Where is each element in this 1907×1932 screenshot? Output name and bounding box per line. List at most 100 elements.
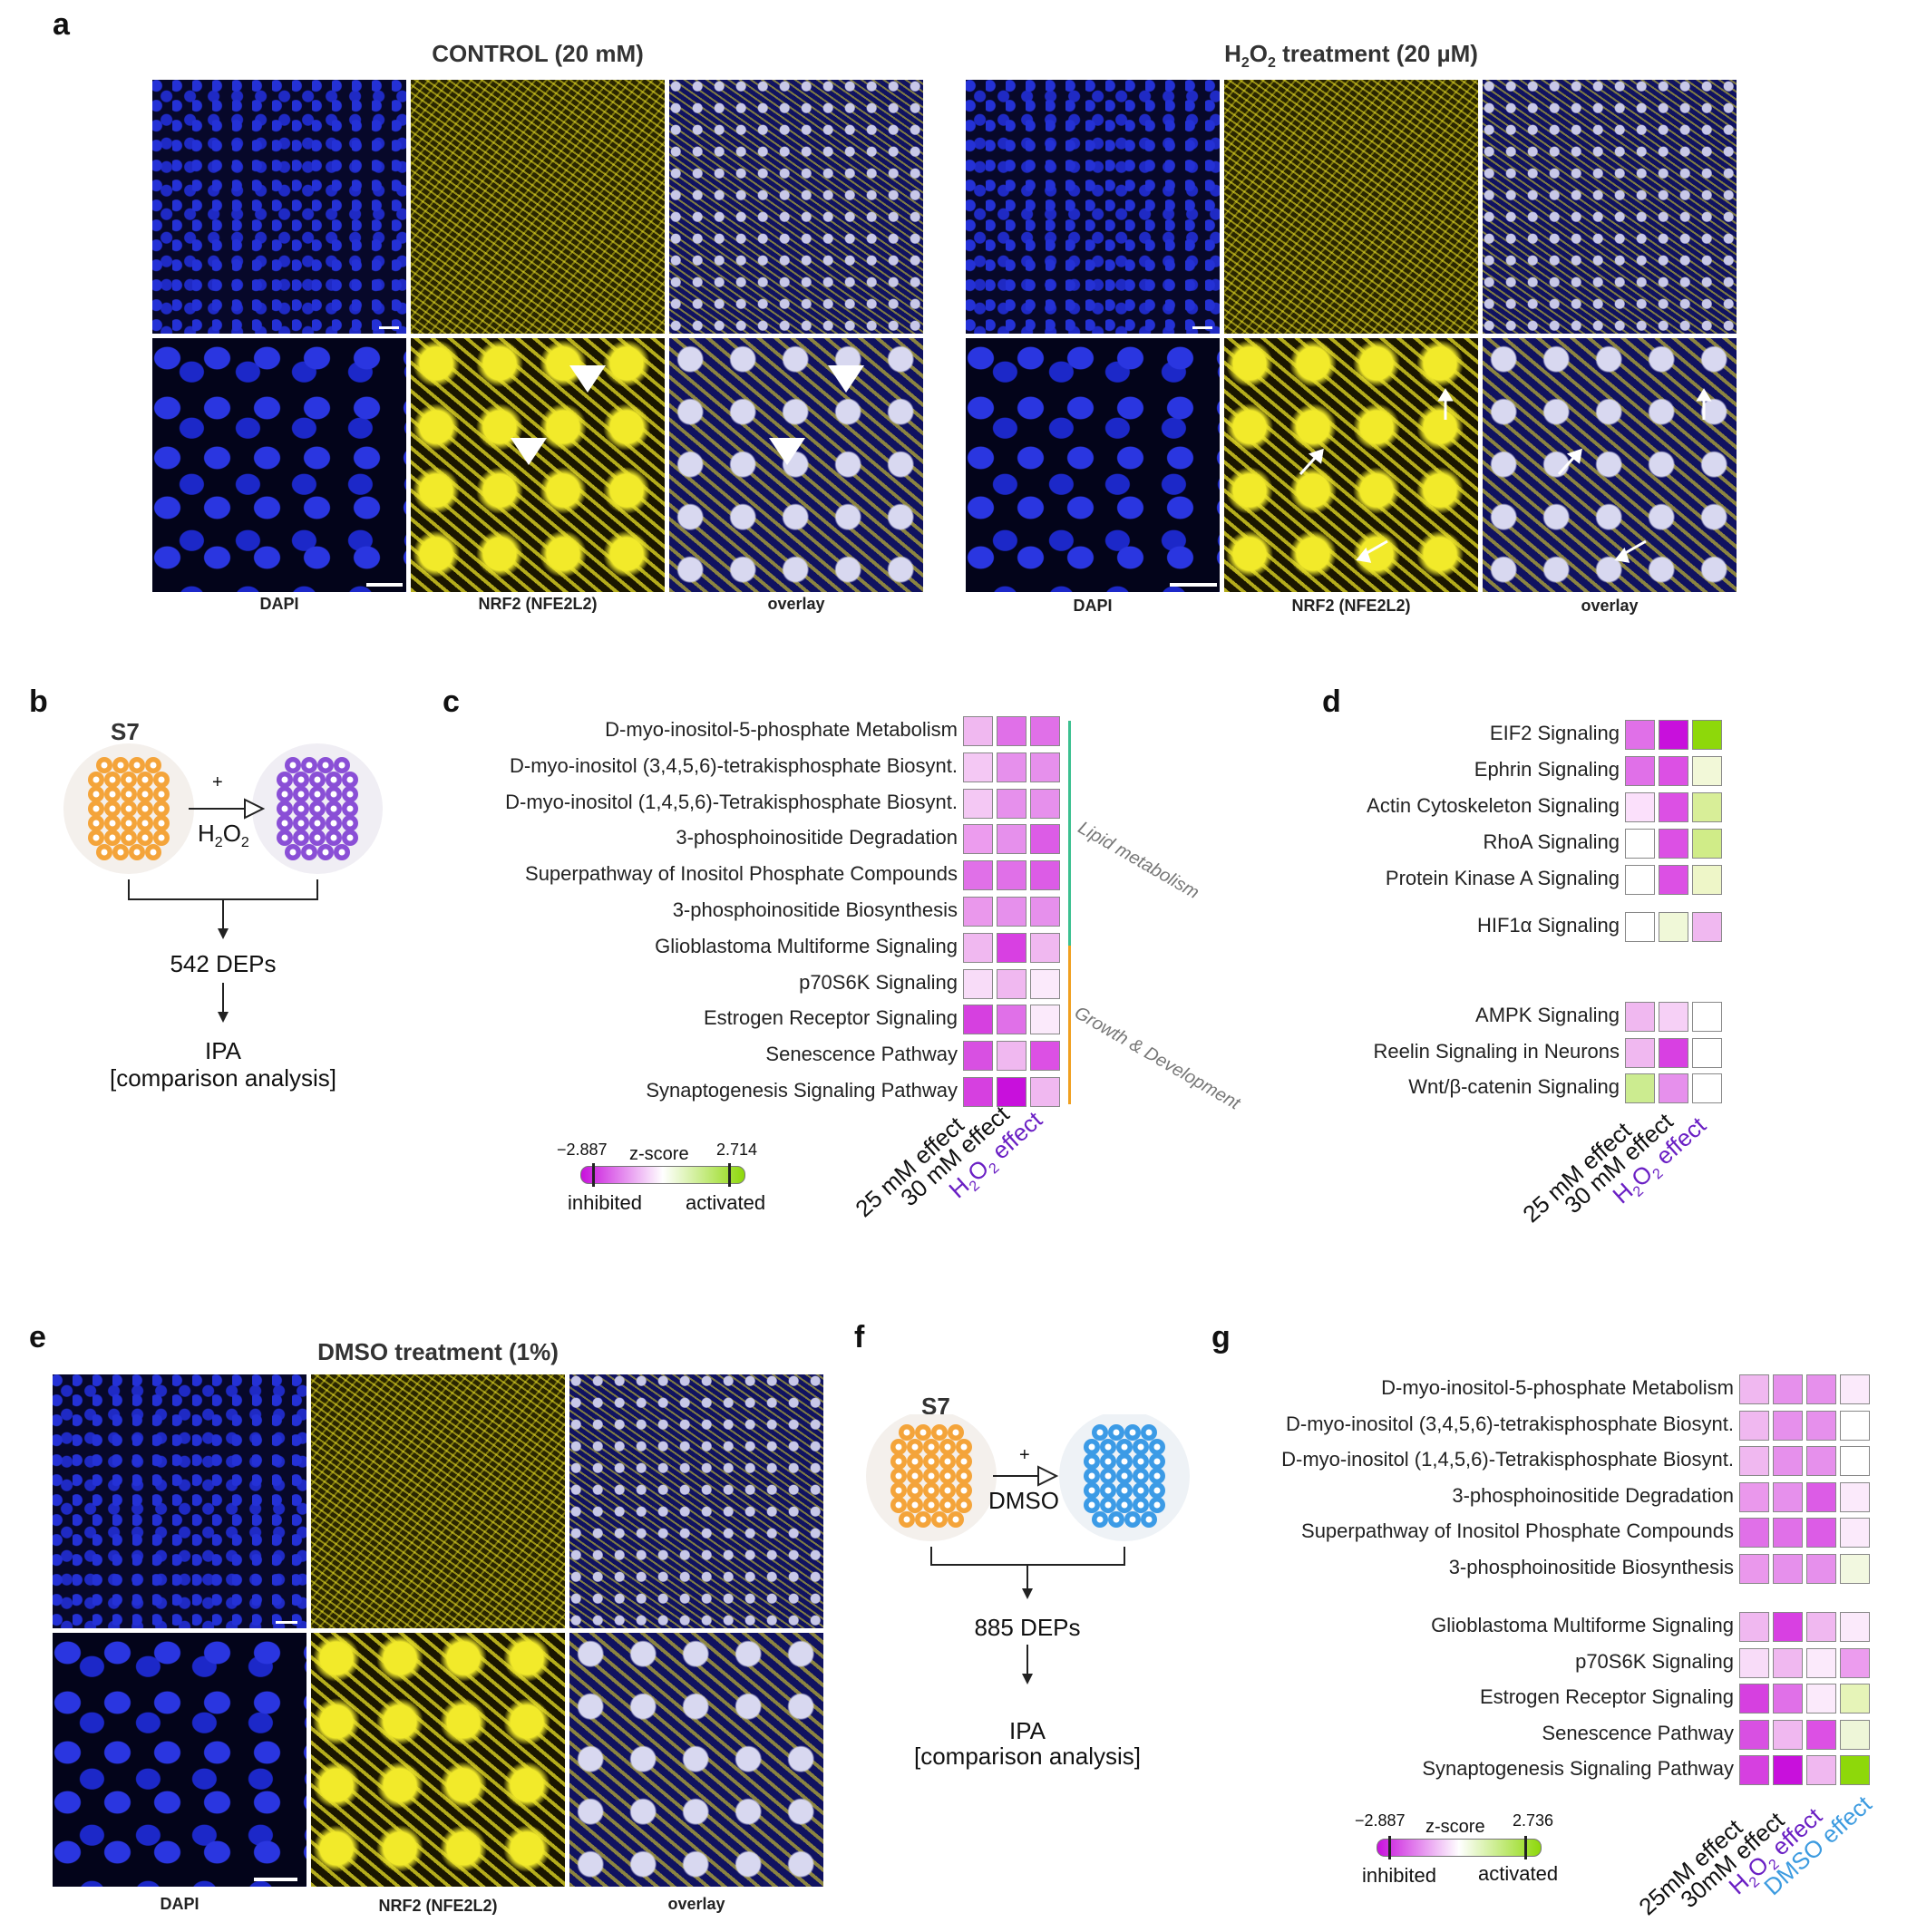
caption-nrf2: NRF2 (NFE2L2) [378, 1897, 498, 1915]
heatmap-cell [963, 897, 993, 927]
heatmap-cell [1625, 756, 1655, 786]
heatmap-cell [997, 824, 1026, 855]
control-nrf2-zoom-tile [411, 338, 665, 592]
h2o2-nrf2-zoom-tile [1224, 338, 1478, 592]
heatmap-cell [1840, 1481, 1870, 1512]
heatmap-cell [1840, 1719, 1870, 1750]
heatmap-cell [1692, 865, 1722, 895]
panel-label-f: f [854, 1320, 865, 1354]
heatmap-cell [1840, 1410, 1870, 1441]
row-label: 3-phosphoinositide Degradation [676, 826, 958, 849]
lipid-group-label: Lipid metabolism [1075, 818, 1202, 904]
arrowhead-markers [769, 365, 864, 465]
g-legend-inhibited: inhibited [1362, 1864, 1436, 1887]
deps-count: 885 DEPs [974, 1614, 1081, 1641]
heatmap-cell [1840, 1684, 1870, 1714]
heatmap-cell [1659, 720, 1688, 750]
row-label: Glioblastoma Multiforme Signaling [1431, 1614, 1734, 1636]
dmso-overlay-tile [569, 1374, 823, 1628]
heatmap-cell [1030, 932, 1060, 963]
heatmap-cell [1030, 1077, 1060, 1107]
heatmap-cell [1625, 1002, 1655, 1032]
heatmap-cell [1840, 1374, 1870, 1404]
heatmap-cell [997, 716, 1026, 746]
c-legend-min: −2.887 [557, 1141, 608, 1159]
heatmap-cell [1739, 1374, 1769, 1404]
heatmap-cell [1030, 968, 1060, 999]
row-label: Superpathway of Inositol Phosphate Compo… [525, 862, 958, 886]
c-legend-activated: activated [686, 1191, 766, 1214]
heatmap-cell [1692, 829, 1722, 859]
ipa-sub-label: [comparison analysis] [110, 1064, 336, 1092]
heatmap-cell [1692, 720, 1722, 750]
heatmap-cell [1806, 1684, 1836, 1714]
panel-label-c: c [443, 684, 460, 719]
heatmap-cell [963, 1077, 993, 1107]
row-label: D-myo-inositol (1,4,5,6)-Tetrakisphospha… [505, 790, 958, 813]
panel-label-a: a [53, 7, 70, 42]
heatmap-cell [1840, 1446, 1870, 1477]
heatmap-cell [997, 897, 1026, 927]
heatmap-cell [963, 1005, 993, 1035]
heatmap-cell [1806, 1410, 1836, 1441]
heatmap-cell [1659, 756, 1688, 786]
heatmap-cell [1659, 1038, 1688, 1068]
h2o2-treatment-label: H2O2 [198, 820, 249, 851]
heatmap-cell [997, 1077, 1026, 1107]
row-label: Superpathway of Inositol Phosphate Compo… [1301, 1519, 1734, 1543]
heatmap-cell [1739, 1446, 1769, 1477]
arrow-markers [1557, 388, 1712, 563]
row-label: D-myo-inositol (3,4,5,6)-tetrakisphospha… [1286, 1412, 1734, 1435]
heatmap-cell [1692, 1073, 1722, 1103]
violet-organoid-icon [277, 757, 358, 860]
heatmap-cell [963, 932, 993, 963]
heatmap-cell [997, 932, 1026, 963]
heatmap-cell [1840, 1647, 1870, 1678]
caption-overlay: overlay [767, 595, 825, 613]
heatmap-cell [963, 860, 993, 891]
heatmap-cell [1840, 1554, 1870, 1584]
row-label: D-myo-inositol (3,4,5,6)-tetrakisphospha… [510, 753, 958, 777]
row-label: D-myo-inositol (1,4,5,6)-Tetrakisphospha… [1281, 1448, 1734, 1471]
heatmap-cell [1773, 1647, 1803, 1678]
dmso-nrf2-zoom-tile [311, 1633, 565, 1887]
panel-label-b: b [29, 684, 48, 719]
g-legend-max: 2.736 [1513, 1811, 1554, 1830]
heatmap-cell [997, 1041, 1026, 1072]
caption-dapi: DAPI [259, 595, 299, 613]
h2o2-title: H2O2 treatment (20 µM) [1224, 40, 1478, 72]
heatmap-cell [1625, 912, 1655, 942]
heatmap-cell [1692, 1002, 1722, 1032]
heatmap-cell [963, 752, 993, 782]
heatmap-cell [1739, 1481, 1769, 1512]
heatmap-cell [1739, 1647, 1769, 1678]
deps-count: 542 DEPs [170, 950, 277, 977]
row-label: Glioblastoma Multiforme Signaling [655, 934, 958, 957]
heatmap-cell [1030, 788, 1060, 819]
control-dapi-zoom-tile [152, 338, 406, 592]
dmso-treatment-label: DMSO [988, 1487, 1059, 1514]
heatmap-cell [1773, 1755, 1803, 1786]
heatmap-cell [1739, 1554, 1769, 1584]
heatmap-cell [1625, 829, 1655, 859]
heatmap-cell [1806, 1518, 1836, 1549]
caption-dapi: DAPI [160, 1895, 199, 1913]
heatmap-cell [1773, 1684, 1803, 1714]
heatmap-cell [1739, 1684, 1769, 1714]
c-legend-title: z-score [629, 1144, 689, 1164]
heatmap-cell [1739, 1719, 1769, 1750]
orange-organoid-icon [88, 757, 170, 860]
heatmap-cell [963, 716, 993, 746]
g-legend-gradient [1377, 1836, 1542, 1859]
g-legend-title: z-score [1425, 1817, 1485, 1837]
heatmap-cell [997, 1005, 1026, 1035]
heatmap-cell [1773, 1719, 1803, 1750]
heatmap-cell [1030, 752, 1060, 782]
row-label: p70S6K Signaling [1575, 1649, 1734, 1673]
g-legend-min: −2.887 [1355, 1811, 1406, 1830]
heatmap-cell [1806, 1612, 1836, 1642]
heatmap-cell [1773, 1518, 1803, 1549]
heatmap-cell [997, 968, 1026, 999]
ipa-label: IPA [205, 1037, 241, 1064]
heatmap-cell [1806, 1374, 1836, 1404]
